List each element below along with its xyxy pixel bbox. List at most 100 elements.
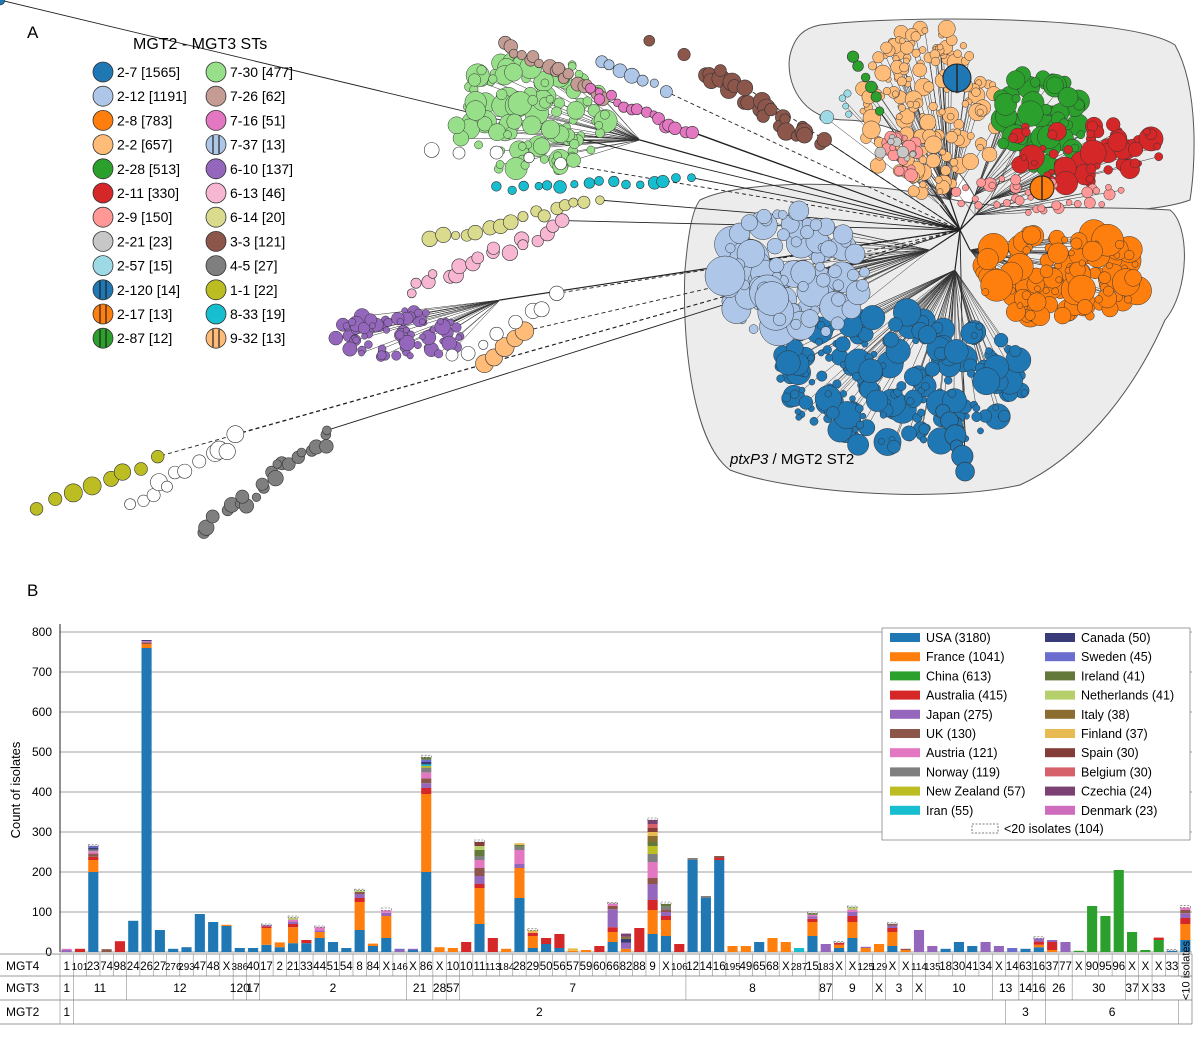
bar-segment-netherlands xyxy=(847,907,857,909)
node-2-2 xyxy=(922,28,928,34)
bar-segment-france xyxy=(648,910,658,934)
mgt4-cell: 14 xyxy=(1006,961,1019,973)
bar-segment-small xyxy=(381,908,391,910)
node-8-33 xyxy=(609,176,620,187)
legend-label: 2-120 [14] xyxy=(117,282,180,298)
bar-segment-france xyxy=(474,888,484,924)
bar-segment-austria xyxy=(288,920,298,922)
node-2-12 xyxy=(801,310,819,328)
node-7-26 xyxy=(509,49,518,58)
bar-segment-usa xyxy=(155,930,165,952)
node-2-11 xyxy=(1022,128,1031,137)
node-6-10 xyxy=(329,331,343,345)
bar-segment-china xyxy=(1154,940,1164,952)
node-2-7 xyxy=(776,351,800,375)
mgt2-cell: 6 xyxy=(1109,1005,1116,1019)
node-2-9 xyxy=(1104,189,1115,200)
node-2-8 xyxy=(1048,243,1069,264)
bar-segment-australia xyxy=(634,928,644,952)
bar-segment-italy xyxy=(621,937,631,939)
mgt3-cell: X xyxy=(875,981,883,995)
node-2-8 xyxy=(1068,275,1096,303)
bar-mgt4-44 xyxy=(315,926,325,952)
bar-segment-japan xyxy=(395,950,405,952)
node-6-13 xyxy=(452,259,467,274)
bar-mgt4-60 xyxy=(594,946,604,952)
mgt4-cell: 29 xyxy=(526,961,539,973)
y-tick-label: 300 xyxy=(32,825,52,839)
node-2-12 xyxy=(821,241,838,258)
country-legend-label: Japan (275) xyxy=(926,708,993,722)
node-2-7 xyxy=(796,414,802,420)
bar-segment-uk xyxy=(714,856,724,858)
node-2-11 xyxy=(1144,128,1151,135)
node-2-7 xyxy=(918,326,936,344)
node-2-2 xyxy=(977,109,983,115)
bar-mgt4-59 xyxy=(581,950,591,952)
legend-marker xyxy=(93,62,113,82)
bar-segment-austria xyxy=(807,915,817,917)
node-2-11 xyxy=(1154,143,1161,150)
node-7-30 xyxy=(489,124,506,141)
bar-segment-small xyxy=(261,924,271,925)
node-2-7 xyxy=(919,424,930,435)
node-2-2 xyxy=(923,82,934,93)
bar-segment-france xyxy=(288,927,298,943)
mgt4-cell: 82 xyxy=(620,961,633,973)
bar-segment-australia xyxy=(421,788,431,794)
mgt4-cell: 34 xyxy=(979,961,992,973)
bar-segment-france xyxy=(142,644,152,648)
node-4-5 xyxy=(273,460,282,469)
node-1-1 xyxy=(114,464,131,481)
bar-segment-france xyxy=(1180,924,1190,940)
bar-mgt4-33 xyxy=(301,940,311,952)
bar-segment-uk xyxy=(421,778,431,783)
node-2-7 xyxy=(777,375,785,383)
node-2-9 xyxy=(1105,184,1111,190)
bar-segment-france xyxy=(1034,945,1044,947)
bar-segment-norway xyxy=(474,856,484,860)
legend-marker xyxy=(93,135,113,155)
node-2-11 xyxy=(1080,140,1106,166)
bar-segment-norway xyxy=(661,906,671,909)
bar-segment-france xyxy=(528,936,538,948)
mgt4-cell: 183 xyxy=(817,962,834,973)
y-axis-label: Count of isolates xyxy=(8,741,23,838)
node-7-30 xyxy=(475,141,483,149)
bar-segment-france xyxy=(501,949,511,952)
bar-segment-australia xyxy=(807,919,817,922)
node-2-21 xyxy=(875,147,886,158)
country-legend-label: Ireland (41) xyxy=(1081,669,1145,683)
mgt4-cell: 60 xyxy=(593,961,606,973)
bar-mgt4-X xyxy=(1154,938,1164,952)
bar-mgt4-X xyxy=(1140,950,1150,952)
bar-segment-usa xyxy=(421,872,431,952)
node-2-2 xyxy=(913,63,927,77)
node-2-7 xyxy=(944,339,968,363)
node-2-2 xyxy=(868,62,876,70)
node-6-10 xyxy=(392,351,401,360)
node-2-7 xyxy=(878,438,884,444)
bar-segment-small xyxy=(847,906,857,907)
node-7-30 xyxy=(583,97,592,106)
bar-segment-usa xyxy=(514,898,524,952)
node-white-b xyxy=(446,349,458,361)
node-2-12 xyxy=(749,325,758,334)
legend-label: 6-14 [20] xyxy=(230,209,285,225)
node-2-9 xyxy=(1038,205,1045,212)
mgt3-cell: 13 xyxy=(999,981,1013,995)
bar-segment-sweden xyxy=(88,846,98,848)
node-2-8 xyxy=(1022,226,1040,244)
node-2-87 xyxy=(871,92,881,102)
cluster-6-10 xyxy=(329,306,464,362)
node-2-7 xyxy=(897,381,906,390)
bar-segment-france xyxy=(741,946,751,952)
node-2-9 xyxy=(975,202,983,210)
mgt4-cell: 56 xyxy=(553,961,566,973)
bar-segment-australia xyxy=(608,927,618,932)
node-8-33 xyxy=(492,182,502,192)
legend-marker xyxy=(93,159,113,179)
bar-segment-austria xyxy=(315,927,325,930)
mgt3-cell: 33 xyxy=(1152,981,1166,995)
node-2-7 xyxy=(810,417,818,425)
